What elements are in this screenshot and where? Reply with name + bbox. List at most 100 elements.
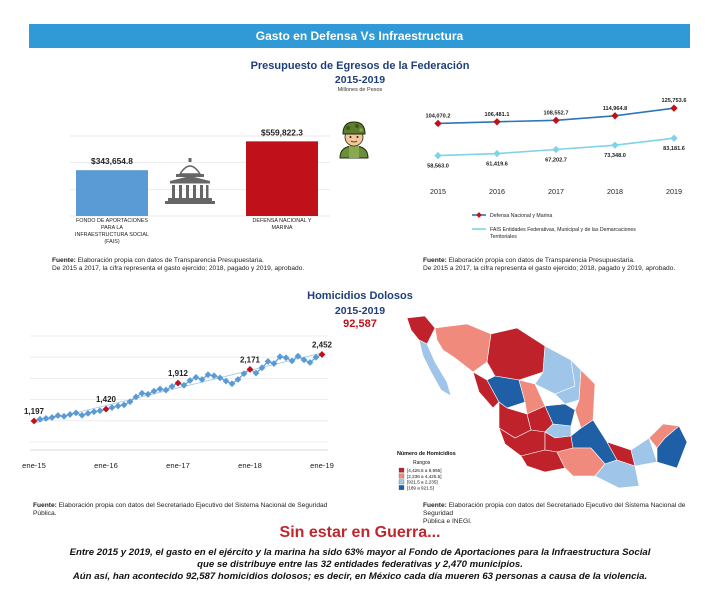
map-legend-swatch [398, 467, 405, 473]
series-point-label: 58,563.0 [427, 164, 449, 170]
map-legend-label: [921.5 a 2,235] [407, 480, 438, 485]
series-point-label: 83,181.6 [663, 146, 685, 152]
series-marker [434, 119, 442, 128]
banner: Gasto en Defensa Vs Infraestructura [29, 24, 690, 48]
series-point-label: 67,202.7 [545, 158, 567, 164]
map-legend-label: [4,426.5 a 8,965] [407, 468, 441, 473]
series-point-label: 125,753.6 [662, 98, 687, 104]
series-marker [552, 116, 560, 124]
closing-line-3: Aún así, han acontecido 92,587 homicidio… [72, 571, 648, 582]
homicides-point [42, 415, 50, 422]
legend-label-1b: Territoriales [490, 234, 517, 240]
homicides-x-tick: ene-15 [22, 461, 46, 470]
map-region-qroo [656, 425, 688, 469]
soldier-icon [339, 121, 369, 159]
series-marker [670, 134, 678, 142]
x-tick-label: 2019 [666, 187, 682, 196]
homicides-point [60, 412, 68, 420]
budget-source-right: Fuente: Elaboración propia con datos de … [423, 257, 676, 272]
mexico-homicides-map: Número de Homicidios Rangos [4,426.5 a 8… [397, 315, 688, 490]
homicides-point [312, 353, 320, 361]
bar-value-label-1: $559,822.3 [261, 127, 303, 137]
map-region-sin [472, 371, 500, 409]
budget-units: Millones de Pesos [337, 87, 383, 93]
homicides-point [288, 357, 296, 365]
map-legend: Número de Homicidios Rangos [4,426.5 a 8… [397, 451, 456, 490]
homicides-point-label: 2,452 [312, 340, 333, 349]
series-marker [552, 145, 560, 154]
x-tick-label: 2016 [489, 187, 505, 196]
series-marker [670, 104, 678, 112]
map-legend-swatch [398, 473, 405, 479]
budget-line-chart: 104,070.2 106,481.1 108,552.7 114,964.8 125,… [426, 98, 687, 240]
bar-category-label-0: INFRAESTRUCTURA SOCIAL [75, 232, 149, 238]
bar-category-label-1: DEFENSA NACIONAL Y [252, 218, 311, 224]
map-source: Fuente: Elaboración propia con datos del… [423, 502, 686, 525]
map-region-bcs [418, 339, 452, 397]
bar-1 [246, 141, 318, 216]
budget-source-left: Fuente: Elaboración propia con datos de … [52, 257, 305, 272]
legend-marker-0 [476, 212, 482, 218]
homicides-point [240, 370, 248, 378]
map-region-bc [406, 315, 436, 345]
bar-category-label-1: MARINA [272, 225, 293, 231]
homicides-point [48, 414, 56, 421]
series-marker [434, 151, 442, 160]
homicides-point [72, 409, 80, 417]
homicides-point [150, 387, 158, 395]
series-point-label: 104,070.2 [426, 113, 451, 119]
bar-category-label-0: (FAIS) [104, 239, 119, 245]
homicides-point [144, 390, 152, 398]
homicides-point [84, 409, 92, 417]
map-legend-swatch [398, 485, 405, 490]
series-point-label: 73,348.0 [604, 153, 626, 159]
homicides-x-tick: ene-19 [310, 461, 334, 470]
legend-label-0: Defensa Nacional y Marina [490, 213, 552, 219]
homicides-title: Homicidios Dolosos [307, 290, 413, 302]
homicides-point [126, 398, 134, 406]
homicides-point [318, 351, 326, 358]
homicides-point [36, 415, 44, 423]
homicides-point [192, 373, 200, 381]
homicides-point [282, 354, 290, 362]
budget-years: 2015-2019 [334, 74, 386, 86]
homicides-point [174, 379, 182, 387]
closing-title: Sin estar en Guerra... [279, 524, 441, 541]
government-building-icon [165, 158, 215, 204]
homicides-point [252, 369, 260, 377]
homicides-total: 92,587 [343, 318, 377, 330]
homicides-point [168, 382, 176, 390]
series-point-label: 106,481.1 [485, 112, 510, 118]
homicides-point [204, 371, 212, 379]
map-legend-swatch [398, 479, 405, 485]
x-tick-label: 2015 [430, 187, 446, 196]
bar-category-label-0: FONDO DE APORTACIONES [76, 218, 148, 224]
homicides-point-label: 1,420 [96, 395, 117, 404]
homicides-point [30, 417, 38, 425]
homicides-x-tick: ene-17 [166, 461, 190, 470]
series-point-label: 61,419.6 [486, 162, 508, 168]
homicides-point [162, 386, 170, 394]
homicides-point [246, 365, 254, 373]
homicides-point [114, 402, 122, 410]
homicides-x-tick: ene-18 [238, 461, 262, 470]
homicides-point [270, 360, 278, 367]
series-point-label: 114,964.8 [603, 106, 628, 112]
series-marker [493, 118, 501, 126]
homicides-point-label: 1,912 [168, 369, 189, 378]
series-marker [493, 149, 501, 158]
homicides-point-label: 1,197 [24, 407, 45, 416]
series-marker [611, 112, 619, 120]
homicides-source: Fuente: Elaboración propia con datos del… [33, 502, 328, 517]
homicides-point-label: 2,171 [240, 355, 261, 364]
homicides-point [78, 411, 86, 419]
map-legend-label: [189 a 921.5] [407, 485, 434, 490]
homicides-point [54, 412, 62, 419]
bar-value-label-0: $343,654.8 [91, 156, 133, 166]
bar-category-label-0: PARA LA [101, 225, 123, 231]
homicides-point [66, 411, 74, 418]
budget-title: Presupuesto de Egresos de la Federación [250, 60, 470, 72]
homicides-point [108, 404, 116, 411]
homicides-point [300, 356, 308, 364]
